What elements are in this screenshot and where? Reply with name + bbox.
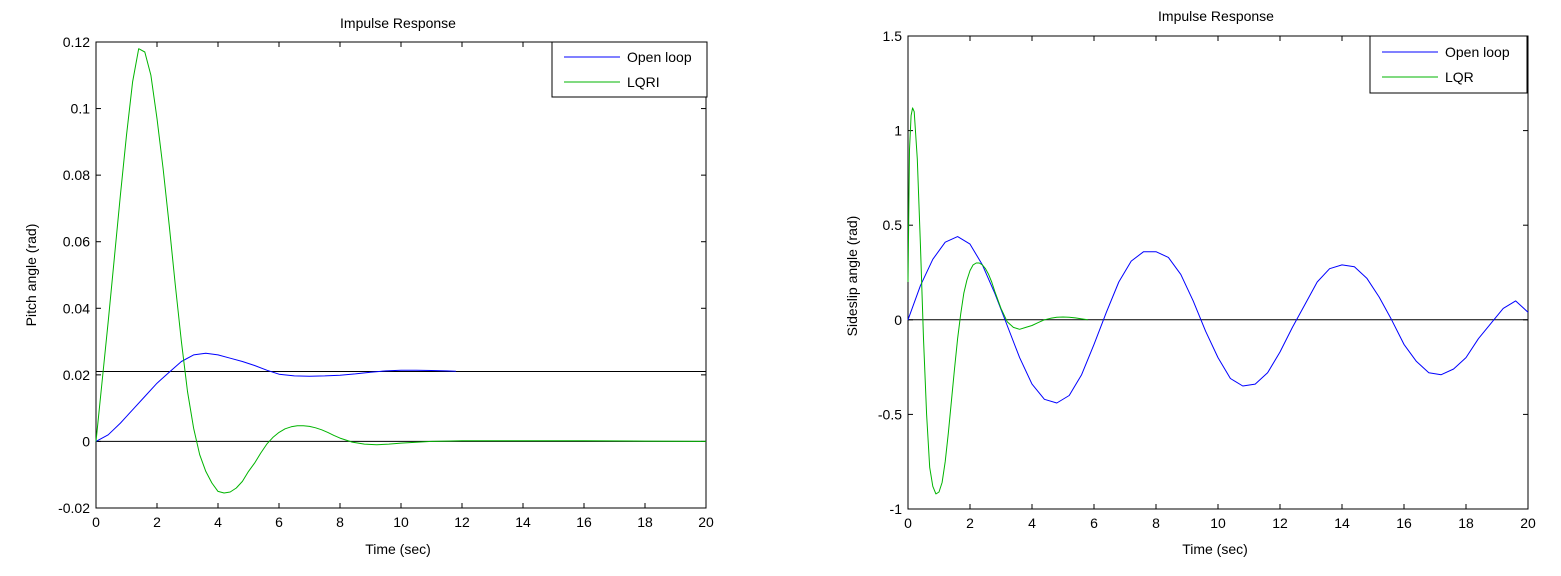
- tick-labels: 0 2 4 6 8 10 12 14 16 18 20 -1 -0.5 0 0.5 1 1.5: [878, 28, 1536, 531]
- x-tick-label: 4: [214, 514, 222, 530]
- x-tick-label: 12: [1272, 515, 1288, 531]
- x-tick-label: 8: [1152, 515, 1160, 531]
- y-tick-label: -1: [890, 501, 903, 517]
- x-tick-label: 10: [1210, 515, 1226, 531]
- x-axis-label: Time (sec): [365, 541, 431, 557]
- y-tick-label: 0.12: [63, 34, 90, 50]
- x-tick-label: 14: [1334, 515, 1350, 531]
- x-tick-label: 18: [637, 514, 653, 530]
- plot-area: [907, 35, 1529, 510]
- x-tick-label: 6: [275, 514, 283, 530]
- y-tick-label: 0.1: [71, 101, 91, 117]
- legend-label-open-loop: Open loop: [627, 49, 692, 65]
- series-line-lqri: [95, 48, 707, 494]
- x-axis-label: Time (sec): [1182, 541, 1248, 557]
- x-tick-label: 14: [515, 514, 531, 530]
- legend-label-lqr: LQR: [1445, 69, 1474, 85]
- y-tick-label: 0.06: [63, 234, 90, 250]
- x-tick-label: 4: [1028, 515, 1036, 531]
- y-axis-label: Pitch angle (rad): [23, 224, 39, 327]
- y-axis-label: Sideslip angle (rad): [844, 216, 860, 337]
- x-tick-label: 20: [698, 514, 714, 530]
- series-line-lqr: [907, 107, 1088, 495]
- legend-label-open-loop: Open loop: [1445, 44, 1510, 60]
- series-line-open-loop: [95, 352, 456, 442]
- y-tick-label: 1: [894, 123, 902, 139]
- y-tick-label: 0.02: [63, 367, 90, 383]
- x-tick-label: 16: [1396, 515, 1412, 531]
- x-tick-label: 6: [1090, 515, 1098, 531]
- y-tick-label: 0.04: [63, 300, 90, 316]
- y-tick-label: 0.5: [883, 217, 903, 233]
- y-tick-label: 0.08: [63, 167, 90, 183]
- chart-title: Impulse Response: [340, 15, 456, 31]
- legend: Open loop LQRI: [551, 41, 708, 98]
- y-tick-label: 0: [894, 312, 902, 328]
- legend: Open loop LQR: [1369, 35, 1528, 94]
- y-tick-label: 0: [82, 433, 90, 449]
- series-line-open-loop: [907, 236, 1529, 404]
- tick-labels: 0 2 4 6 8 10 12 14 16 18 20-0.0200.020.040.060.080…: [58, 34, 714, 530]
- x-tick-label: 2: [153, 514, 161, 530]
- x-tick-label: 16: [576, 514, 592, 530]
- x-tick-label: 10: [393, 514, 409, 530]
- x-tick-label: 0: [904, 515, 912, 531]
- plot-area: [95, 41, 707, 509]
- y-tick-label: -0.02: [58, 500, 90, 516]
- y-tick-label: -0.5: [878, 406, 902, 422]
- reference-lines: [96, 371, 706, 442]
- chart-title: Impulse Response: [1158, 8, 1274, 24]
- legend-box: [551, 41, 708, 98]
- x-tick-label: 8: [336, 514, 344, 530]
- y-tick-label: 1.5: [883, 28, 903, 44]
- x-tick-label: 20: [1520, 515, 1536, 531]
- x-tick-label: 12: [454, 514, 470, 530]
- x-tick-label: 2: [966, 515, 974, 531]
- legend-label-lqri: LQRI: [627, 74, 660, 90]
- chart-sideslip-angle: Impulse Response 0 2 4 6 8 10 12 14 16 18 20-1-0.5…: [844, 8, 1536, 557]
- series-lines: [907, 107, 1529, 495]
- legend-box: [1369, 35, 1528, 94]
- chart-pitch-angle: Impulse Response 0 2 4 6 8 10 12 14 16 18 20-0.020…: [23, 15, 714, 557]
- x-tick-label: 18: [1458, 515, 1474, 531]
- x-tick-label: 0: [92, 514, 100, 530]
- series-lines: [95, 48, 707, 494]
